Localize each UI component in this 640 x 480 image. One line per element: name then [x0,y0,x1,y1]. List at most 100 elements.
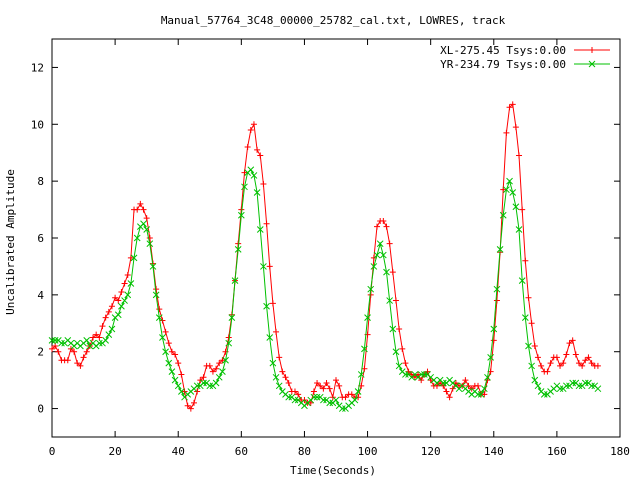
data-point [263,302,270,310]
data-point [474,391,482,398]
data-point [569,379,577,387]
data-point [395,362,403,370]
data-point [279,368,286,375]
data-point [134,206,141,213]
data-point [114,311,122,319]
data-point [90,334,97,341]
data-point [200,374,207,381]
data-point [250,172,258,179]
data-point [402,360,409,367]
data-point [253,189,261,196]
data-point [348,391,355,398]
axes: 0 20 40 60 80 100 120 140 160 180 0 2 4 6 8 10 12 [31,39,630,458]
data-point [588,360,595,367]
data-point [269,359,277,367]
data-point [326,385,333,392]
data-point [563,351,570,358]
data-point [415,371,422,378]
data-point [149,263,157,270]
x-tick-label: 160 [547,445,567,458]
data-point [512,124,519,131]
data-point [376,240,384,248]
data-point [124,291,132,299]
data-point [566,340,573,347]
data-point [509,101,516,108]
data-point [534,382,542,390]
data-point [295,391,302,398]
data-point [538,362,545,369]
data-point [121,297,128,304]
data-point [525,342,532,350]
data-point [314,379,321,386]
data-point [291,388,298,395]
y-tick-label: 12 [31,61,44,74]
x-tick-label: 180 [610,445,630,458]
data-point [594,362,601,369]
data-point [411,374,418,381]
data-point [581,379,589,387]
data-point [52,343,59,350]
data-point [531,376,539,384]
data-point [515,226,523,233]
data-point [392,348,400,356]
data-point [585,354,592,361]
data-point [64,357,71,364]
data-point [155,314,163,321]
data-point [93,331,100,338]
data-point [528,320,535,327]
data-point [71,348,78,355]
data-point [175,360,182,367]
x-tick-label: 60 [235,445,248,458]
data-point [389,325,397,333]
data-point [594,385,602,393]
data-point [237,211,245,219]
data-point [206,382,214,390]
data-point [121,280,128,287]
data-point [493,297,500,304]
data-point [557,362,564,369]
data-point [399,345,406,352]
data-point [96,334,103,341]
data-point [263,220,270,227]
data-point [256,226,264,233]
data-point [310,393,318,401]
data-point [206,362,213,369]
data-point [307,399,314,406]
data-point [519,206,526,213]
data-point [133,234,141,242]
data-point [254,146,261,153]
data-point [193,382,201,390]
data-point [487,354,494,361]
data-point [475,382,481,389]
data-point [490,337,497,344]
series-line [51,103,598,410]
data-point [516,152,523,159]
legend-label: XL-275.45 Tsys:0.00 [440,44,566,57]
x-tick-label: 0 [49,445,56,458]
data-point [437,379,444,386]
x-tick-label: 140 [484,445,504,458]
x-tick-label: 20 [108,445,121,458]
data-point [74,360,81,367]
data-point [219,357,226,364]
data-point [512,203,520,211]
data-point [506,177,513,185]
data-point [392,297,399,304]
data-point [534,354,541,361]
y-tick-label: 4 [37,289,44,302]
data-point [137,200,144,207]
data-point [361,345,368,353]
data-point [172,351,179,358]
x-tick-label: 120 [421,445,441,458]
data-point [323,379,330,386]
data-point [408,371,415,378]
data-point [462,377,469,384]
data-point [118,289,125,296]
x-tick-label: 40 [172,445,185,458]
data-point [118,302,125,310]
data-point [276,354,283,361]
data-point [250,121,257,128]
data-point [105,308,112,315]
data-point [105,331,113,339]
x-axis-label: Time(Seconds) [290,464,376,477]
